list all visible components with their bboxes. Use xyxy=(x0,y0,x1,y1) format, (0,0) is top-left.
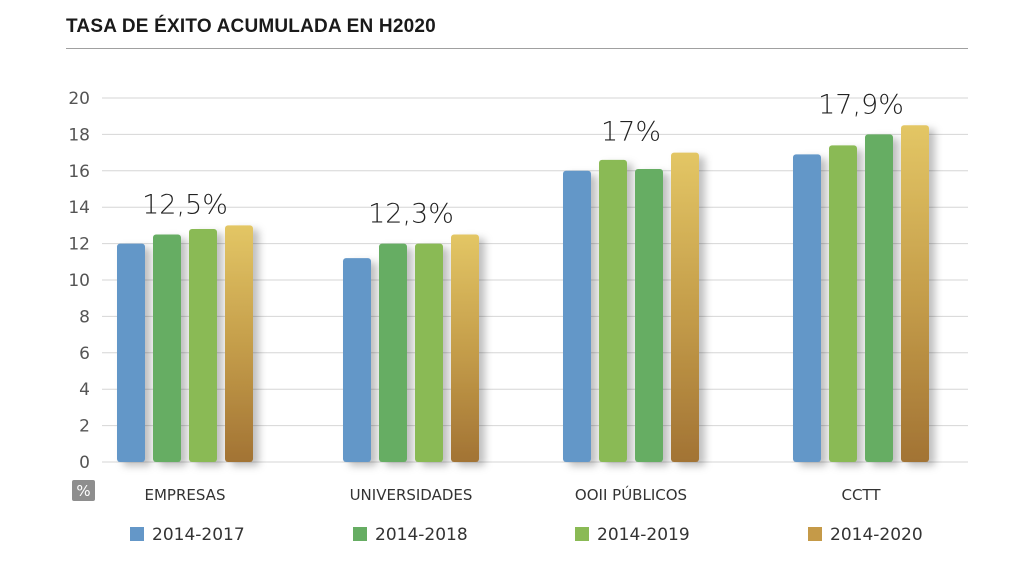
bar-2014-2019-universidades xyxy=(415,243,443,462)
y-tick-label: 6 xyxy=(79,344,90,364)
category-label: UNIVERSIDADES xyxy=(350,486,473,504)
bar-2014-2017-ooii-públicos xyxy=(563,170,591,463)
bar-2014-2020-universidades xyxy=(451,234,479,462)
y-tick-label: 0 xyxy=(79,453,90,473)
bar-2014-2019-cctt xyxy=(865,134,893,462)
y-tick-label: 14 xyxy=(68,198,90,218)
legend-label: 2014-2019 xyxy=(597,525,690,545)
y-tick-label: 16 xyxy=(68,162,90,182)
y-tick-label: 10 xyxy=(68,271,90,291)
legend-swatch xyxy=(130,527,144,541)
data-annotation: 17,9% xyxy=(818,89,904,120)
legend-swatch xyxy=(353,527,367,541)
legend-swatch xyxy=(575,527,589,541)
legend-swatch xyxy=(808,527,822,541)
legend-label: 2014-2020 xyxy=(830,525,923,545)
y-tick-label: 8 xyxy=(79,307,90,327)
y-tick-label: 12 xyxy=(68,235,90,255)
y-tick-label: 4 xyxy=(79,380,90,400)
bar-2014-2017-cctt xyxy=(793,154,821,463)
unit-box xyxy=(72,480,95,501)
y-tick-label: 2 xyxy=(79,417,90,437)
bar-2014-2020-empresas xyxy=(225,225,253,462)
bar-2014-2019-ooii-públicos xyxy=(635,168,663,463)
bar-2014-2018-universidades xyxy=(379,243,407,462)
y-axis-unit: % xyxy=(76,482,90,500)
bar-2014-2019-empresas xyxy=(189,229,217,462)
category-label: OOII PÚBLICOS xyxy=(575,485,687,504)
title-divider xyxy=(66,48,968,49)
bar-2014-2020-ooii-públicos xyxy=(671,152,699,462)
data-annotation: 12,3% xyxy=(368,199,454,230)
category-label: EMPRESAS xyxy=(145,486,226,504)
legend-label: 2014-2018 xyxy=(375,525,468,545)
bar-2014-2017-empresas xyxy=(117,243,145,462)
data-annotation: 17% xyxy=(601,117,661,148)
bar-2014-2018-ooii-públicos xyxy=(599,159,627,462)
bar-2014-2020-cctt xyxy=(901,125,929,463)
y-tick-label: 18 xyxy=(68,125,90,145)
y-tick-label: 20 xyxy=(68,89,90,109)
category-label: CCTT xyxy=(841,486,881,504)
chart-title: TASA DE ÉXITO ACUMULADA EN H2020 xyxy=(66,16,436,37)
bar-2014-2018-cctt xyxy=(829,145,857,462)
bar-2014-2017-universidades xyxy=(343,258,371,462)
data-annotation: 12,5% xyxy=(142,189,228,220)
legend-label: 2014-2017 xyxy=(152,525,245,545)
bar-2014-2018-empresas xyxy=(153,234,181,462)
